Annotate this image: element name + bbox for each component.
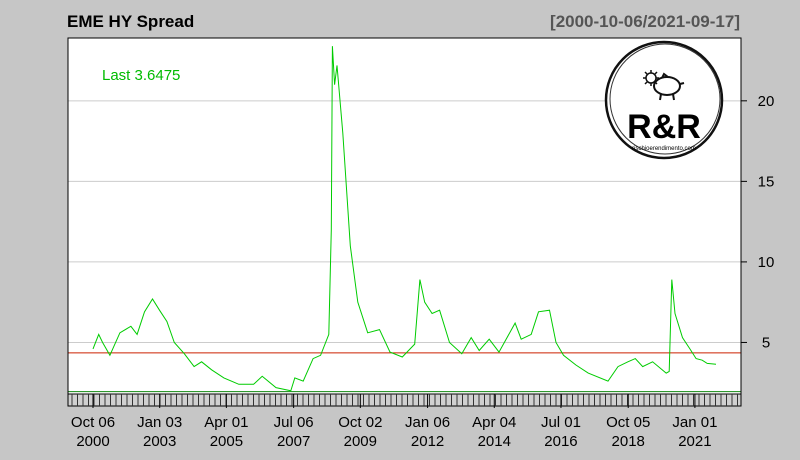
chart-title: EME HY Spread	[67, 12, 194, 31]
x-tick-label: 2021	[678, 433, 711, 450]
logo-circle	[606, 42, 722, 158]
x-tick-label: 2009	[344, 433, 377, 450]
x-tick-label: 2007	[277, 433, 310, 450]
x-tick-label: 2000	[76, 433, 109, 450]
y-tick-label: 15	[758, 173, 775, 190]
x-tick-label: Jan 03	[137, 414, 182, 431]
gear-icon	[643, 70, 659, 86]
x-tick-label: Oct 02	[338, 414, 382, 431]
logo: R&R rischioerendimento.com	[604, 40, 724, 160]
x-tick-label: Oct 06	[71, 414, 115, 431]
spread-series-line	[92, 46, 717, 392]
x-axis: Oct 06 2000 Jan 03 2003 Apr 01 2005 Jul 06 2007…	[67, 393, 742, 450]
gridlines	[68, 100, 741, 343]
x-tick-label: Oct 05	[606, 414, 650, 431]
x-tick-label: Jul 01	[541, 414, 581, 431]
logo-subtext: rischioerendimento.com	[632, 146, 696, 152]
x-tick-label: Jan 06	[405, 414, 450, 431]
x-tick-label: Jan 01	[672, 414, 717, 431]
y-tick-label: 5	[762, 334, 770, 351]
y-tick-label: 20	[758, 93, 775, 110]
x-tick-label: Apr 01	[204, 414, 248, 431]
piggy-bank-icon	[653, 72, 685, 101]
x-tick-label: Apr 04	[472, 414, 516, 431]
logo-text: R&R	[627, 108, 701, 146]
x-tick-label: 2005	[210, 433, 243, 450]
x-tick-label: 2018	[612, 433, 645, 450]
date-range: [2000-10-06/2021-09-17]	[550, 12, 740, 31]
y-tick-label: 10	[758, 254, 775, 271]
logo-ring	[604, 40, 724, 160]
last-value-label: Last 3.6475	[102, 67, 180, 84]
x-tick-label: Jul 06	[274, 414, 314, 431]
y-axis: 5 10 15 20	[741, 93, 775, 351]
x-tick-label: 2016	[544, 433, 577, 450]
logo-ring-inner	[609, 43, 721, 155]
x-tick-label: 2014	[478, 433, 511, 450]
x-tick-label: 2003	[143, 433, 176, 450]
x-tick-label: 2012	[411, 433, 444, 450]
x-axis-minor-tick-band	[67, 393, 742, 407]
reference-lines	[68, 352, 741, 393]
